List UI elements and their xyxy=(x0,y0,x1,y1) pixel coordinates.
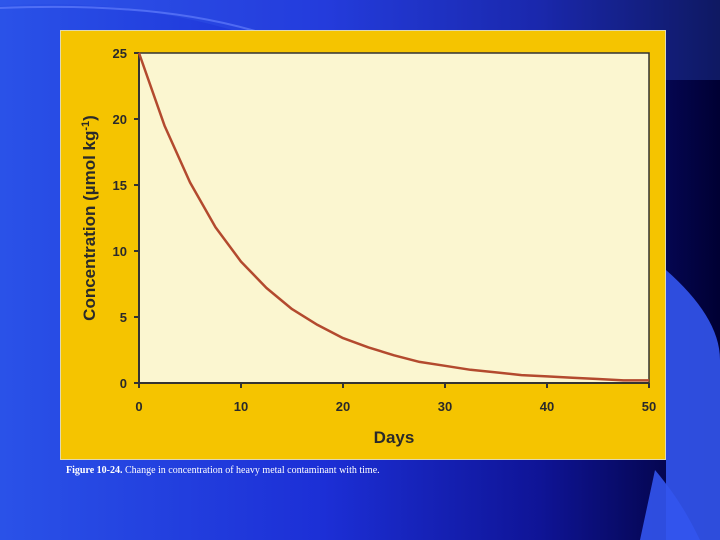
y-tick-label: 0 xyxy=(120,376,127,391)
plot-area xyxy=(138,52,650,384)
x-tick-label: 10 xyxy=(234,399,248,414)
chart-panel: 0 10 20 30 40 50 0 5 10 15 20 25 Days Concentratio… xyxy=(60,30,666,460)
figure-caption: Figure 10-24. Change in concentration of… xyxy=(66,465,380,476)
caption-text: Change in concentration of heavy metal c… xyxy=(122,465,380,476)
y-tick-label: 5 xyxy=(120,310,127,325)
y-tick-label: 20 xyxy=(113,112,127,127)
y-axis-title-close: ) xyxy=(80,115,99,121)
y-ticks: 0 5 10 15 20 25 xyxy=(113,46,139,391)
caption-label: Figure 10-24. xyxy=(66,465,123,476)
right-swoosh xyxy=(666,270,720,540)
y-tick-label: 10 xyxy=(113,244,127,259)
bottom-swoosh xyxy=(640,470,700,540)
x-tick-label: 20 xyxy=(336,399,350,414)
x-axis-title: Days xyxy=(374,428,415,447)
series-line xyxy=(137,52,649,382)
y-axis-title: Concentration (µmol kg-1) xyxy=(80,115,99,321)
y-axis-title-main: Concentration (µmol kg xyxy=(80,131,99,321)
concentration-chart: 0 10 20 30 40 50 0 5 10 15 20 25 Days Concentratio… xyxy=(80,46,656,447)
x-tick-label: 0 xyxy=(135,399,142,414)
x-ticks: 0 10 20 30 40 50 xyxy=(135,383,656,414)
y-tick-label: 25 xyxy=(113,46,127,61)
x-tick-label: 30 xyxy=(438,399,452,414)
y-axis-title-sup: -1 xyxy=(80,121,92,131)
x-tick-label: 40 xyxy=(540,399,554,414)
axes xyxy=(138,53,649,384)
x-tick-label: 50 xyxy=(642,399,656,414)
y-tick-label: 15 xyxy=(113,178,127,193)
